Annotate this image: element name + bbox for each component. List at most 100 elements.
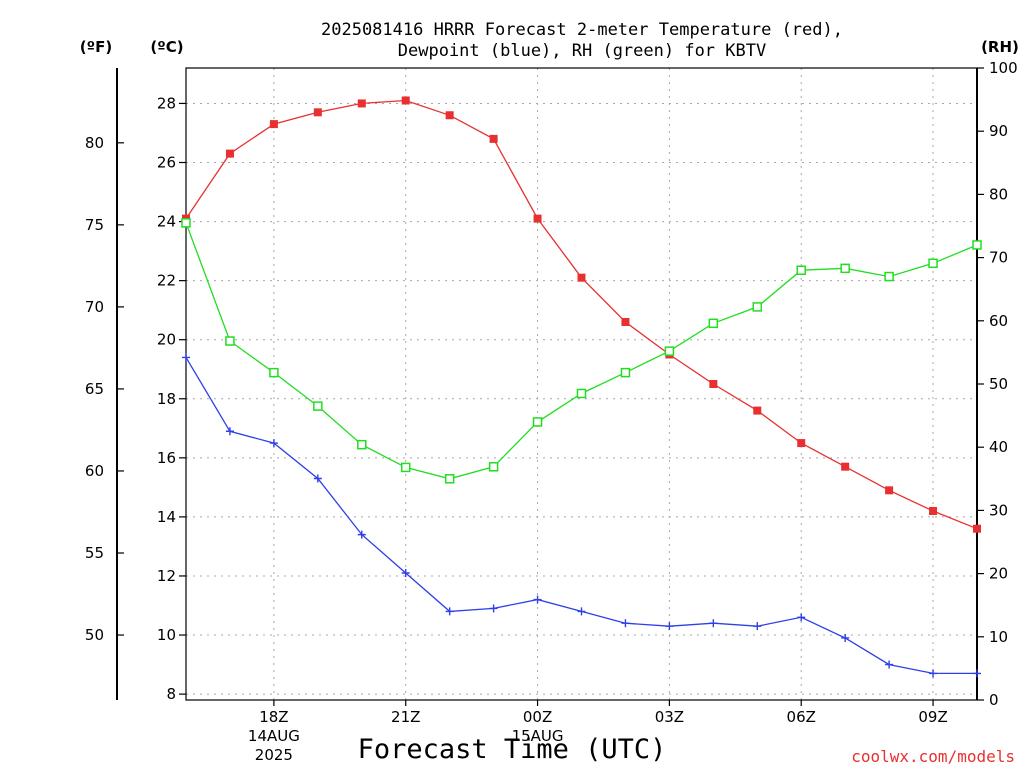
rh-point — [444, 474, 455, 484]
dewpoint-point — [533, 595, 542, 604]
dewpoint-point — [973, 669, 981, 678]
celsius-tick-label: 16 — [157, 449, 176, 467]
rh-tick-label: 70 — [989, 249, 1008, 267]
rh-line — [185, 222, 978, 480]
dewpoint-point — [401, 569, 410, 578]
rh-point — [796, 265, 806, 275]
rh-tick-label: 50 — [989, 375, 1008, 393]
dewpoint-point — [797, 613, 806, 622]
temperature-point — [753, 406, 762, 415]
temperature-point — [709, 380, 718, 388]
rh-tick-label: 90 — [989, 122, 1008, 140]
celsius-tick-label: 14 — [157, 508, 176, 526]
rh-point — [664, 346, 675, 356]
dewpoint-point — [709, 619, 718, 628]
dewpoint-point — [225, 427, 234, 436]
rh-point — [532, 417, 543, 427]
x-axis-label: Forecast Time (UTC) — [358, 734, 667, 765]
celsius-tick-label: 26 — [157, 154, 176, 172]
fahrenheit-tick-label: 60 — [85, 462, 104, 480]
temperature-point — [885, 486, 894, 495]
dewpoint-point — [665, 622, 674, 631]
temperature-point — [357, 99, 366, 108]
rh-tick-label: 0 — [989, 691, 999, 709]
rh-point — [488, 462, 499, 472]
chart-title-line-1: 2025081416 HRRR Forecast 2-meter Tempera… — [321, 20, 843, 40]
celsius-tick-label: 12 — [157, 567, 176, 585]
dewpoint-point — [182, 353, 190, 362]
rh-point — [576, 388, 587, 399]
x-tick-label: 21Z — [391, 708, 420, 726]
rh-point — [313, 401, 323, 411]
temperature-point — [577, 273, 586, 282]
chart-title-line-2: Dewpoint (blue), RH (green) for KBTV — [398, 41, 766, 61]
fahrenheit-tick-label: 65 — [85, 380, 104, 398]
celsius-tick-label: 24 — [157, 213, 176, 231]
dewpoint-point — [445, 607, 454, 616]
dewpoint-point — [489, 604, 498, 613]
x-tick-label: 00Z — [523, 708, 552, 726]
rh-unit-label: (RH) — [981, 38, 1019, 56]
rh-point — [884, 271, 894, 282]
dewpoint-line — [185, 357, 977, 675]
x-tick-label: 09Z — [918, 708, 947, 726]
rh-tick-label: 60 — [989, 312, 1008, 330]
rh-point — [928, 258, 938, 269]
rh-point — [181, 218, 191, 228]
dewpoint-point — [621, 619, 630, 628]
celsius-unit-label: (ºC) — [150, 38, 183, 56]
grid-lines — [186, 68, 977, 700]
celsius-tick-label: 8 — [166, 685, 176, 703]
rh-point — [708, 318, 719, 329]
rh-point — [752, 302, 763, 312]
x-tick-label: 06Z — [787, 708, 816, 726]
dewpoint-point — [577, 607, 586, 616]
x-tick-date: 14AUG — [248, 727, 300, 745]
axis-ticks: 8 10 12 14 16 18 20 22 24 26 28 50 55 60 65 70 75 80 0 10 20… — [85, 59, 1018, 764]
data-series — [181, 96, 982, 678]
fahrenheit-tick-label: 55 — [85, 544, 104, 562]
rh-point — [840, 263, 850, 274]
dewpoint-point — [753, 622, 762, 631]
credit-text: coolwx.com/models — [851, 747, 1015, 766]
dewpoint-point — [269, 439, 278, 448]
fahrenheit-tick-label: 70 — [85, 298, 104, 316]
temperature-point — [225, 149, 234, 158]
fahrenheit-unit-label: (ºF) — [80, 38, 112, 56]
rh-tick-label: 20 — [989, 565, 1008, 583]
temperature-point — [269, 120, 278, 129]
rh-tick-label: 10 — [989, 628, 1008, 646]
fahrenheit-tick-label: 75 — [85, 216, 104, 234]
temperature-point — [973, 524, 981, 533]
temperature-point — [841, 462, 850, 471]
dewpoint-point — [313, 474, 322, 483]
fahrenheit-tick-label: 80 — [85, 134, 104, 152]
temperature-point — [401, 96, 410, 105]
celsius-tick-label: 22 — [157, 272, 176, 290]
celsius-tick-label: 18 — [157, 390, 176, 408]
x-tick-date: 15AUG — [512, 727, 564, 745]
temperature-point — [489, 134, 498, 143]
rh-tick-label: 100 — [989, 59, 1018, 77]
dewpoint-point — [841, 633, 850, 642]
temperature-point — [929, 506, 938, 515]
rh-tick-label: 80 — [989, 185, 1008, 203]
rh-point — [400, 462, 411, 473]
temperature-point — [621, 317, 630, 326]
x-tick-label: 03Z — [655, 708, 684, 726]
rh-tick-label: 30 — [989, 501, 1008, 519]
temperature-point — [313, 108, 322, 117]
temperature-point — [445, 111, 454, 120]
dewpoint-point — [357, 530, 366, 539]
celsius-tick-label: 20 — [157, 331, 176, 349]
celsius-tick-label: 28 — [157, 94, 176, 112]
rh-point — [357, 439, 367, 450]
celsius-tick-label: 10 — [157, 626, 176, 644]
rh-point — [620, 367, 631, 378]
rh-point — [972, 240, 982, 250]
rh-tick-label: 40 — [989, 438, 1008, 456]
dewpoint-point — [929, 669, 938, 678]
fahrenheit-tick-label: 50 — [85, 626, 104, 644]
temperature-point — [533, 214, 542, 223]
